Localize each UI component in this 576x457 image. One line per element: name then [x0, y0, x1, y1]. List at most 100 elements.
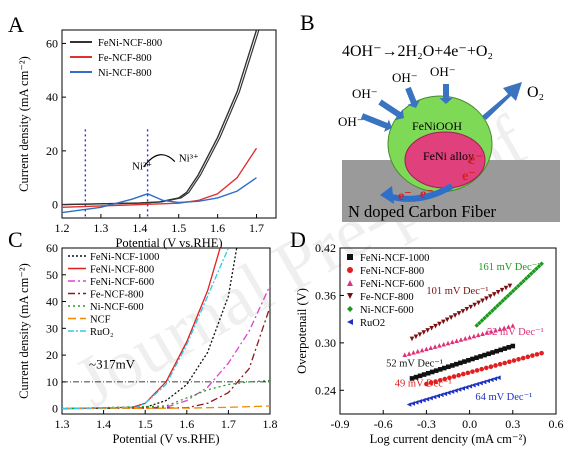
- panel-d-data-point: [463, 385, 469, 390]
- panel-c-legend-label: Fe-NCF-800: [90, 290, 144, 301]
- panel-d-data-point: [421, 330, 427, 335]
- reactant-arrows: [360, 82, 522, 204]
- panel-a-x-tick-label: 1.5: [171, 221, 186, 235]
- panel-letter-d: D: [290, 227, 306, 252]
- panel-d-data-point: [445, 364, 451, 370]
- panel-c-series-line: [61, 306, 271, 410]
- panel-d-data-point: [484, 313, 490, 318]
- panel-d-data-point: [520, 355, 526, 361]
- panel-d-data-point: [523, 276, 529, 281]
- panel-c-x-tick-label: 1.3: [55, 417, 70, 431]
- panel-d-data-point: [534, 352, 540, 357]
- reactant-arrow: [405, 86, 420, 108]
- panel-c-series-line: [61, 247, 229, 410]
- panel-d-data-point: [411, 350, 416, 355]
- panel-d-data-point: [442, 391, 448, 397]
- panel-c-chart: 1.3 1.4 1.5 1.6 1.7 1.8 0 10 20 30 40 50 60 Potential…: [17, 241, 278, 446]
- panel-a-legend-label: Fe-NCF-800: [98, 53, 152, 64]
- panel-d-data-point: [518, 281, 524, 286]
- panel-d-data-point: [471, 382, 476, 388]
- panel-d-data-point: [495, 289, 501, 295]
- panel-d-data-point: [467, 383, 473, 389]
- panel-d-data-point: [474, 368, 480, 373]
- panel-d-data-point: [488, 364, 494, 369]
- panel-d-data-point: [507, 359, 512, 365]
- oxygen-label: O₂: [527, 84, 544, 101]
- panel-d-data-point: [437, 321, 442, 327]
- panel-a-y-tick-label: 60: [46, 36, 58, 50]
- panel-a-y-axis-label: Current density (mA cm⁻²): [17, 56, 31, 192]
- electron-symbol: e⁻: [462, 169, 476, 184]
- panel-d-data-point: [492, 305, 498, 311]
- panel-d-data-point: [410, 401, 415, 406]
- panel-d-data-point: [417, 373, 423, 379]
- panel-d-data-point: [442, 376, 448, 382]
- panel-c-x-tick-label: 1.5: [138, 417, 153, 431]
- panel-d-data-point: [474, 355, 479, 360]
- reactant-arrow: [360, 113, 392, 132]
- panel-d-y-axis-label: Overpotenail (V): [295, 288, 309, 374]
- reactant-arrow: [439, 84, 453, 104]
- panel-d-data-point: [444, 317, 450, 323]
- panel-d-legend-label: FeNi-NCF-1000: [360, 253, 429, 264]
- panel-d-x-tick-label: -0.3: [417, 417, 436, 431]
- panel-d-data-point: [508, 291, 513, 296]
- panel-d-y-tick-label: 0.36: [315, 288, 336, 302]
- panel-c-series-line: [61, 285, 271, 410]
- panel-d-data-point: [510, 343, 516, 349]
- panel-d-data-point: [480, 331, 485, 336]
- panel-d-data-point: [441, 365, 447, 371]
- panel-d-data-point: [515, 283, 521, 289]
- panel-c-x-tick-label: 1.7: [221, 417, 236, 431]
- panel-d-data-point: [495, 303, 500, 309]
- panel-d-data-point: [456, 311, 462, 316]
- panel-d-data-point: [502, 360, 508, 366]
- panel-d-data-point: [474, 323, 480, 328]
- hydroxide-label: OH⁻: [430, 64, 456, 79]
- panel-d-data-point: [429, 369, 435, 375]
- panel-c-legend-label: FeNi-NCF-1000: [90, 252, 159, 263]
- panel-d-data-point: [510, 323, 516, 328]
- panel-d-data-point: [511, 358, 517, 363]
- panel-d-data-point: [453, 388, 458, 393]
- panel-d-data-point: [539, 261, 544, 267]
- panel-a-x-tick-label: 1.4: [132, 221, 147, 235]
- panel-a-transition-arrow: [143, 154, 176, 168]
- panel-d-data-point: [490, 308, 495, 313]
- panel-d-legend-marker: [347, 267, 353, 273]
- panel-d-data-point: [466, 357, 471, 363]
- panel-d-legend-label: FeNi-NCF-800: [360, 266, 424, 277]
- panel-d-data-point: [431, 394, 437, 400]
- panel-c-x-tick-label: 1.4: [96, 417, 111, 431]
- panel-d-legend-marker: [347, 306, 353, 312]
- shell-label: FeNiOOH: [412, 119, 462, 133]
- panel-letter-a: A: [8, 12, 24, 37]
- panel-d-data-point: [479, 318, 485, 323]
- panel-d-data-point: [539, 350, 544, 356]
- panel-d-data-point: [501, 325, 507, 331]
- panel-c-y-axis-label: Current density (mA cm⁻²): [17, 263, 31, 399]
- panel-d-data-point: [452, 313, 458, 318]
- panel-d-data-point: [484, 365, 489, 371]
- panel-d-data-point: [506, 345, 512, 350]
- panel-d-data-point: [424, 381, 429, 387]
- panel-a-legend-label: FeNi-NCF-800: [98, 38, 162, 49]
- panel-a-series-line: [64, 29, 260, 206]
- electron-flow-arrowhead: [380, 186, 394, 204]
- panel-d-data-point: [433, 379, 438, 384]
- panel-d-data-point: [484, 296, 489, 301]
- panel-a-annotation: Ni³⁺: [179, 153, 199, 165]
- panel-d-legend-label: Ni-NCF-600: [360, 305, 414, 316]
- panel-d-data-point: [447, 375, 452, 381]
- substrate-label: N doped Carbon Fiber: [348, 202, 497, 221]
- panel-d-data-point: [462, 336, 468, 341]
- panel-c-legend-label: FeNi-NCF-600: [90, 277, 154, 288]
- panel-a-plot-frame: [61, 29, 277, 219]
- panel-a-x-tick-label: 1.6: [210, 221, 225, 235]
- panel-c-y-tick-label: 30: [46, 321, 58, 335]
- panel-d-data-point: [471, 333, 477, 339]
- panel-d-data-point: [446, 390, 451, 395]
- panel-c-x-tick-label: 1.8: [263, 417, 278, 431]
- panel-d-data-point: [484, 330, 490, 335]
- panel-d-data-point: [409, 376, 415, 381]
